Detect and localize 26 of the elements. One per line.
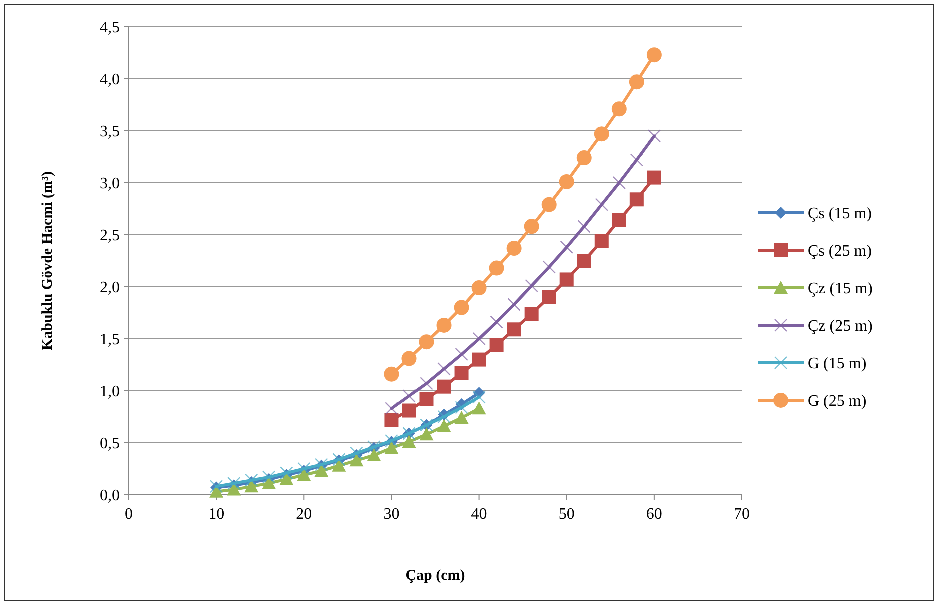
legend-label: Çz (25 m): [808, 318, 873, 336]
y-tick-label: 3,5: [100, 124, 120, 141]
legend-label: Çs (15 m): [808, 206, 872, 223]
y-tick-label: 0,5: [100, 436, 120, 453]
x-tick-label: 60: [646, 506, 662, 523]
x-tick-label: 30: [384, 506, 400, 523]
x-tick-label: 20: [296, 506, 312, 523]
y-tick-label: 1,5: [100, 332, 120, 349]
legend-label: G (15 m): [808, 356, 867, 373]
x-axis-title: Çap (cm): [406, 568, 466, 584]
x-tick-label: 0: [125, 506, 133, 523]
y-tick-label: 1,0: [100, 384, 120, 401]
legend-label: Çs (25 m): [808, 243, 872, 260]
legend-label: Çz (15 m): [808, 280, 873, 298]
y-tick-label: 3,0: [100, 176, 120, 193]
x-tick-label: 70: [734, 506, 750, 523]
x-tick-label: 40: [471, 506, 488, 523]
legend-label: G (25 m): [808, 393, 867, 410]
y-tick-label: 4,0: [100, 72, 120, 89]
y-tick-label: 2,0: [100, 280, 120, 297]
y-tick-label: 0,0: [100, 488, 120, 505]
y-tick-label: 2,5: [100, 228, 120, 245]
x-tick-label: 50: [558, 506, 575, 523]
y-axis-title: Kabuklu Gövde Hacmi (m³): [40, 171, 56, 351]
y-tick-label: 4,5: [100, 20, 120, 37]
x-tick-label: 10: [208, 506, 225, 523]
